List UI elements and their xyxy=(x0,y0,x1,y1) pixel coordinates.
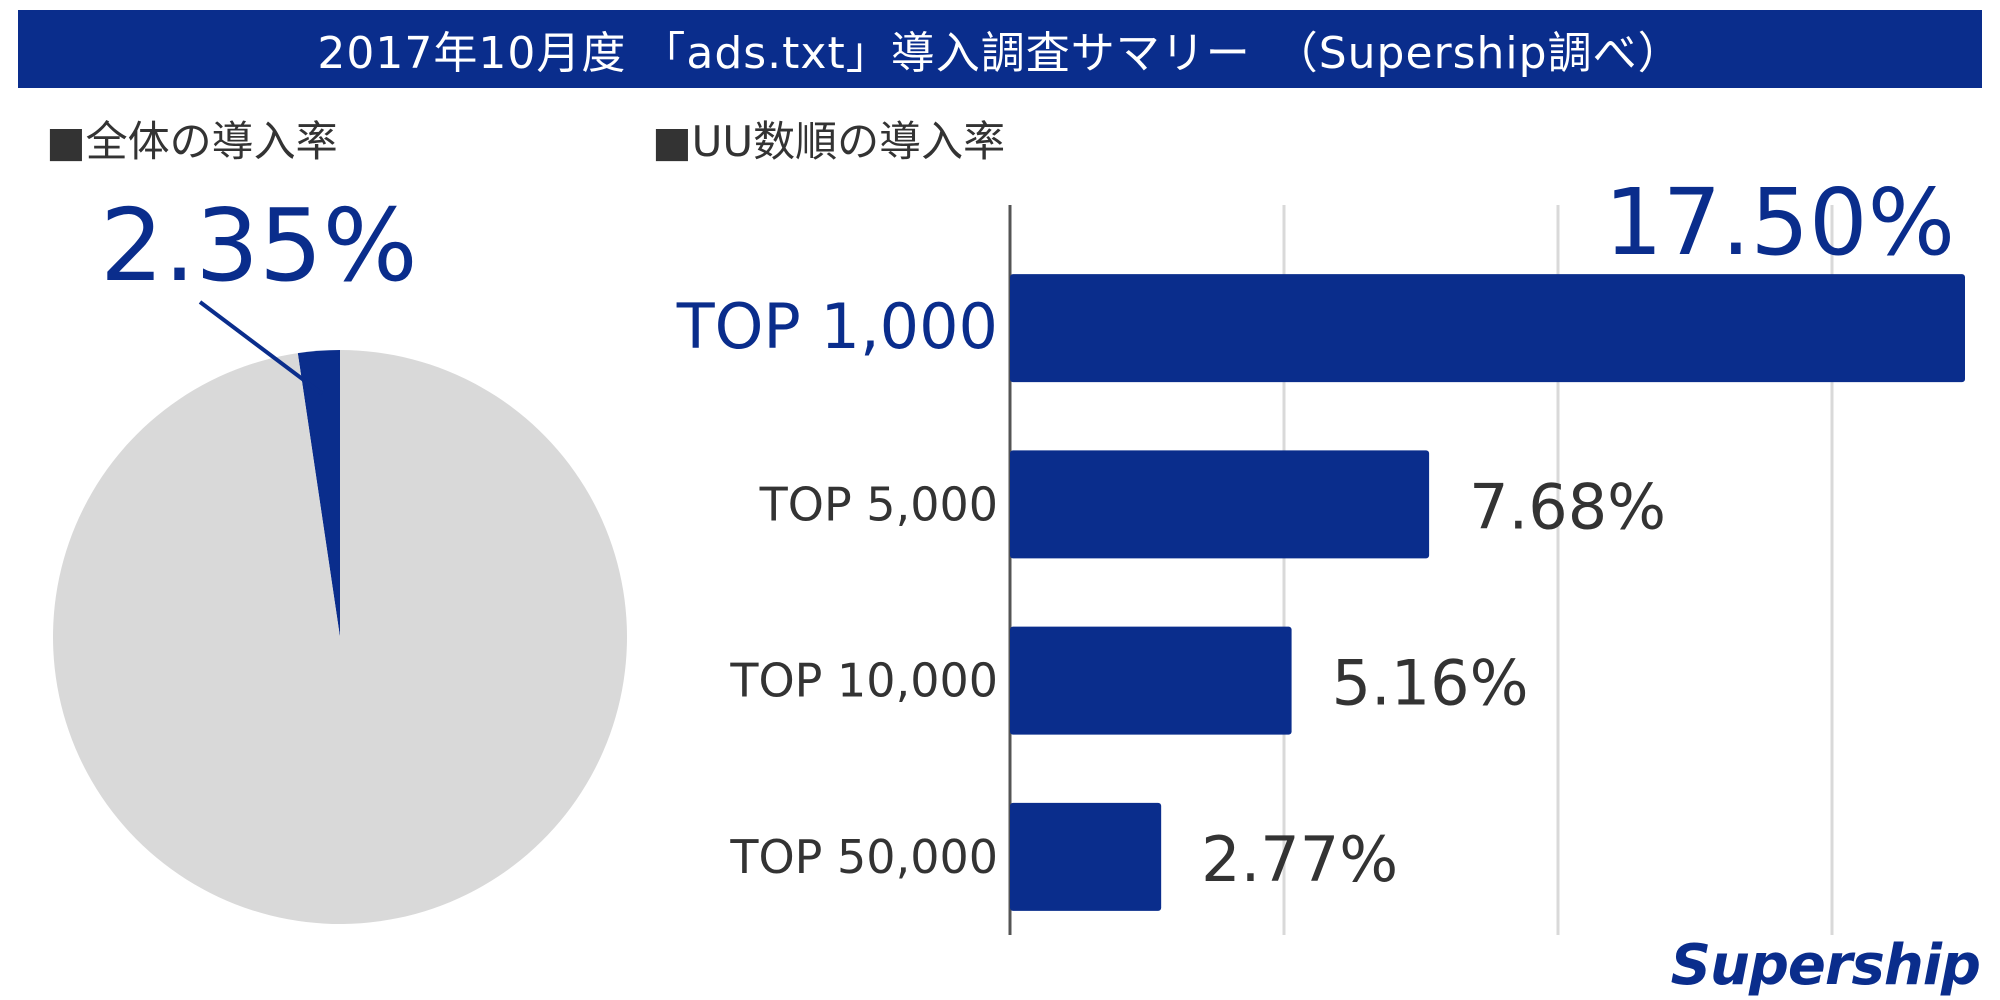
bar-2 xyxy=(1010,626,1292,735)
supership-logo: Supership xyxy=(1670,933,1981,998)
page-title: 2017年10月度 「ads.txt」導入調査サマリー （Supership調べ… xyxy=(317,28,1683,79)
title-banner: 2017年10月度 「ads.txt」導入調査サマリー （Supership調べ… xyxy=(18,10,1982,88)
bar-data-label-0: 17.50% xyxy=(1604,169,1955,276)
bar-0 xyxy=(1010,274,1965,383)
pie-data-label: 2.35% xyxy=(100,187,418,304)
bar-3 xyxy=(1010,802,1162,911)
pie-leader-line xyxy=(198,300,324,396)
pie-chart-title: ■全体の導入率 xyxy=(46,117,338,166)
bar-chart-title: ■UU数順の導入率 xyxy=(652,117,1006,166)
pie-slice-0 xyxy=(297,350,340,637)
bar-category-label-1: TOP 5,000 xyxy=(759,477,998,531)
pie-slice-1 xyxy=(52,350,627,924)
bar-data-label-1: 7.68% xyxy=(1469,470,1666,543)
bar-category-label-3: TOP 50,000 xyxy=(729,830,998,884)
bar-category-label-0: TOP 1,000 xyxy=(676,290,998,363)
bar-1 xyxy=(1010,450,1430,559)
bar-data-label-2: 5.16% xyxy=(1332,647,1529,720)
bar-category-label-2: TOP 10,000 xyxy=(729,654,998,708)
bar-data-label-3: 2.77% xyxy=(1201,823,1398,896)
